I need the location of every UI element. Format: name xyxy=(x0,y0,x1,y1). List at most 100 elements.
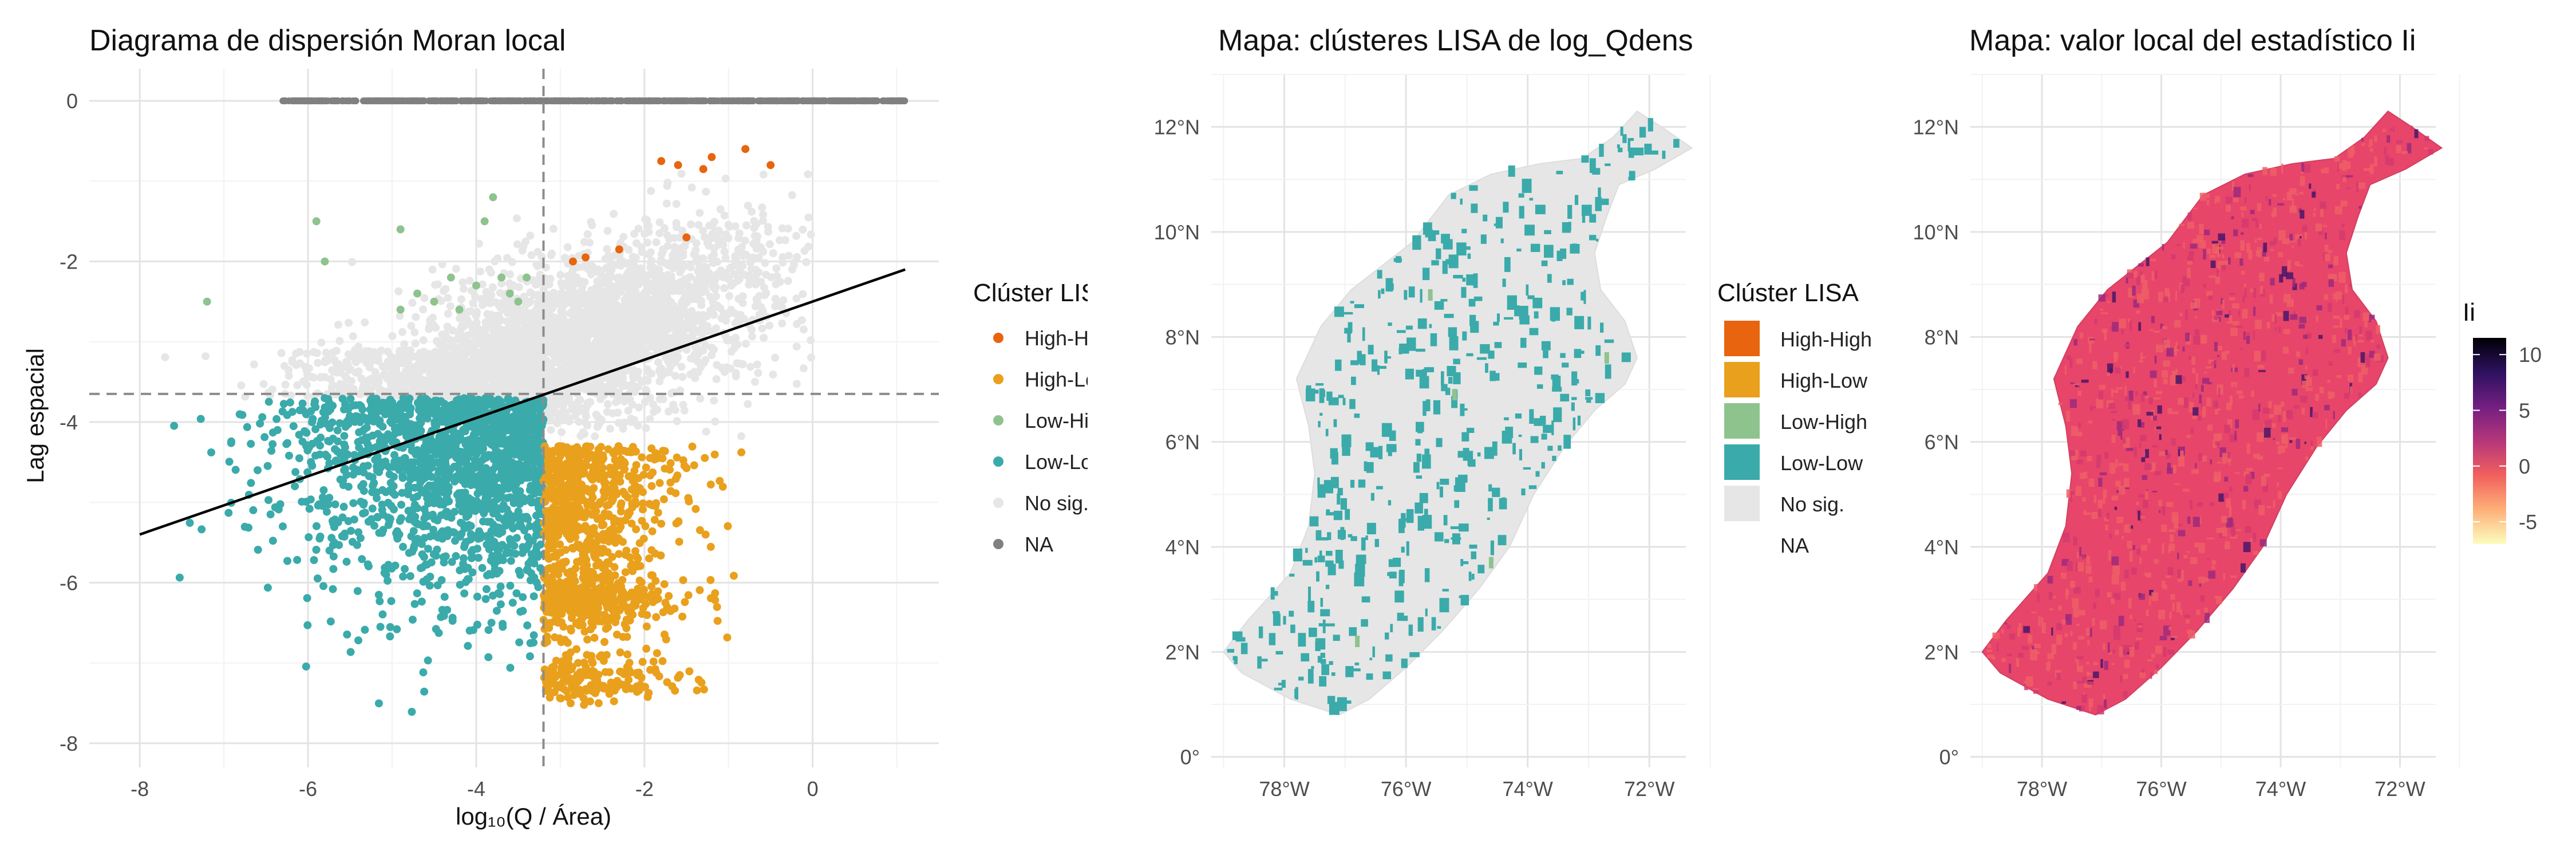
low-low-point xyxy=(378,610,387,618)
no-sig-point xyxy=(623,332,632,340)
no-sig-point xyxy=(671,372,679,380)
no-sig-point xyxy=(724,273,733,282)
no-sig-point xyxy=(663,182,671,190)
no-sig-point xyxy=(489,358,498,367)
no-sig-point xyxy=(735,229,744,238)
low-low-point xyxy=(424,656,432,665)
no-sig-point xyxy=(581,354,590,363)
no-sig-point xyxy=(552,408,561,417)
low-low-point xyxy=(324,395,333,403)
no-sig-point xyxy=(549,350,558,358)
low-low-point xyxy=(349,499,358,507)
low-low-point xyxy=(387,597,396,605)
no-sig-point xyxy=(583,230,592,239)
no-sig-point xyxy=(394,287,403,295)
low-low-point xyxy=(414,483,423,491)
low-low-point xyxy=(434,407,443,416)
no-sig-point xyxy=(452,265,460,273)
low-low-point xyxy=(340,440,349,449)
no-sig-point xyxy=(594,283,602,291)
no-sig-point xyxy=(662,199,671,208)
no-sig-point xyxy=(341,372,350,380)
low-low-point xyxy=(390,451,398,459)
no-sig-point xyxy=(677,362,686,371)
no-sig-point xyxy=(696,346,704,355)
no-sig-point xyxy=(672,200,681,208)
no-sig-point xyxy=(656,258,665,266)
no-sig-point xyxy=(709,259,717,267)
no-sig-point xyxy=(616,287,625,296)
no-sig-point xyxy=(792,231,800,240)
low-low-point xyxy=(422,575,431,584)
no-sig-point xyxy=(678,243,686,252)
low-low-point xyxy=(439,469,448,478)
low-low-point xyxy=(361,625,369,634)
low-low-point xyxy=(517,493,526,501)
no-sig-point xyxy=(459,285,468,293)
low-low-point xyxy=(399,542,407,551)
low-low-point xyxy=(340,432,349,440)
no-sig-point xyxy=(626,264,635,273)
no-sig-point xyxy=(603,352,611,361)
low-low-point xyxy=(268,537,277,545)
low-low-point xyxy=(323,420,331,428)
no-sig-point xyxy=(716,304,725,313)
low-low-point xyxy=(364,562,373,570)
low-low-point xyxy=(482,585,491,593)
no-sig-point xyxy=(545,314,554,323)
low-low-point xyxy=(515,638,524,647)
no-sig-point xyxy=(741,237,749,245)
no-sig-point xyxy=(627,418,636,426)
no-sig-point xyxy=(431,281,439,289)
low-low-point xyxy=(385,518,394,526)
no-sig-point xyxy=(346,365,355,373)
low-low-point xyxy=(413,492,421,501)
no-sig-point xyxy=(711,285,719,293)
no-sig-point xyxy=(621,301,629,309)
no-sig-point xyxy=(202,352,210,361)
low-low-point xyxy=(406,572,414,580)
no-sig-point xyxy=(744,400,752,408)
no-sig-point xyxy=(321,373,329,381)
low-low-point xyxy=(305,533,313,542)
no-sig-point xyxy=(549,224,558,233)
low-low-point xyxy=(342,557,351,566)
no-sig-point xyxy=(566,309,574,318)
no-sig-point xyxy=(580,308,589,317)
no-sig-point xyxy=(679,304,688,313)
low-low-point xyxy=(279,522,287,531)
low-low-point xyxy=(268,440,277,448)
no-sig-point xyxy=(583,421,591,430)
no-sig-point xyxy=(641,398,649,406)
no-sig-point xyxy=(708,351,716,360)
low-low-point xyxy=(512,589,521,597)
low-low-point xyxy=(473,459,481,467)
low-low-point xyxy=(506,664,515,672)
no-sig-point xyxy=(734,294,743,303)
no-sig-point xyxy=(603,274,611,283)
low-low-point xyxy=(398,474,407,482)
no-sig-point xyxy=(552,368,560,376)
no-sig-point xyxy=(757,303,765,312)
low-low-point xyxy=(303,446,312,455)
no-sig-point xyxy=(348,258,356,266)
no-sig-point xyxy=(531,308,540,316)
no-sig-point xyxy=(663,231,671,239)
no-sig-point xyxy=(463,331,472,340)
no-sig-point xyxy=(807,230,815,239)
no-sig-point xyxy=(653,405,662,414)
no-sig-point xyxy=(726,336,734,344)
no-sig-point xyxy=(531,378,540,387)
no-sig-point xyxy=(752,270,761,279)
no-sig-point xyxy=(491,372,500,381)
no-sig-point xyxy=(476,362,484,371)
low-low-point xyxy=(235,410,244,419)
no-sig-point xyxy=(345,318,353,327)
no-sig-point xyxy=(650,267,658,275)
low-low-point xyxy=(291,468,300,476)
low-low-point xyxy=(359,480,368,488)
no-sig-point xyxy=(657,278,666,287)
low-low-point xyxy=(350,515,358,524)
no-sig-point xyxy=(733,359,741,368)
low-low-point xyxy=(478,564,487,572)
